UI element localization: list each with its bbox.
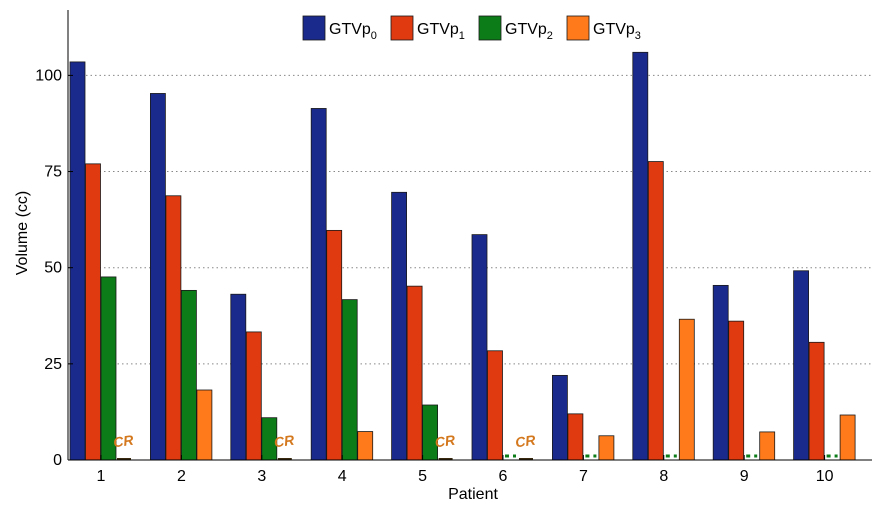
bar-p4-gtvp0: [310, 108, 327, 461]
bar-p5-gtvp0: [391, 191, 408, 461]
bar-p7-gtvp1: [567, 413, 584, 461]
y-tick-label-0: 0: [53, 452, 62, 469]
bar-p10-gtvp3: [839, 414, 856, 461]
cr-base-mark-p1: [117, 458, 131, 460]
bar-p8-gtvp1: [647, 161, 664, 461]
bar-p5-gtvp2: [422, 404, 439, 461]
legend-label-gtvp2: GTVp2: [505, 21, 553, 42]
legend-label-gtvp1: GTVp1: [417, 21, 465, 42]
legend-label-gtvp0: GTVp0: [329, 21, 377, 42]
legend-series-name: GTVp: [417, 21, 459, 38]
bar-p2-gtvp2: [180, 289, 197, 461]
bar-p9-gtvp0: [712, 284, 729, 461]
cr-base-mark-p5: [438, 458, 453, 460]
x-tick-label-8: 8: [659, 468, 668, 485]
legend-series-subscript: 0: [371, 30, 377, 42]
bar-p8-gtvp3: [678, 318, 695, 461]
y-tick-label-75: 75: [44, 164, 62, 181]
labels-layer: 0 25 50 75 100 1 2 3 4 5 6 7 8 9 10 CR CR CR CR: [35, 67, 833, 485]
legend-series-name: GTVp: [593, 21, 635, 38]
legend-series-subscript: 2: [547, 30, 553, 42]
bar-p10-gtvp0: [793, 270, 809, 461]
bar-p1-gtvp0: [69, 61, 86, 461]
bar-p4-gtvp2: [341, 299, 358, 461]
bar-p4-gtvp1: [326, 229, 343, 461]
legend-swatch-gtvp2: [478, 15, 502, 41]
bar-p2-gtvp0: [149, 93, 166, 461]
x-tick-label-5: 5: [418, 468, 427, 485]
cr-annotation-p6: CR: [514, 432, 537, 451]
cr-annotation-p5: CR: [434, 432, 457, 451]
bar-p8-gtvp0: [632, 51, 649, 461]
cr-base-mark-p3: [277, 458, 292, 460]
y-tick-label-50: 50: [44, 260, 62, 277]
y-tick-label-25: 25: [44, 356, 62, 373]
bar-p6-gtvp1: [487, 350, 503, 461]
bar-p4-gtvp3: [357, 431, 374, 461]
x-tick-label-7: 7: [579, 468, 588, 485]
bar-p1-gtvp1: [85, 163, 101, 461]
x-tick-label-6: 6: [499, 468, 508, 485]
x-tick-label-2: 2: [177, 468, 186, 485]
legend-swatch-gtvp0: [302, 15, 326, 41]
legend-series-subscript: 1: [459, 30, 465, 42]
y-axis-title: Volume (cc): [14, 191, 31, 275]
cr-annotation-p3: CR: [273, 432, 296, 451]
x-tick-label-1: 1: [97, 468, 106, 485]
x-tick-label-10: 10: [816, 468, 834, 485]
bar-p2-gtvp1: [165, 195, 182, 461]
bar-p9-gtvp1: [728, 320, 745, 461]
bar-p3-gtvp1: [245, 331, 262, 461]
legend-series-name: GTVp: [505, 21, 547, 38]
bar-p1-gtvp2: [100, 276, 117, 461]
legend: GTVp0 GTVp1 GTVp2 GTVp3: [302, 15, 641, 42]
cr-base-mark-p6: [519, 458, 533, 460]
y-tick-label-100: 100: [35, 67, 62, 84]
cr-annotation-p1: CR: [112, 432, 135, 451]
bar-p9-gtvp3: [759, 431, 776, 461]
bars-layer: [69, 51, 856, 461]
bar-p7-gtvp3: [598, 435, 615, 461]
legend-label-gtvp3: GTVp3: [593, 21, 641, 42]
x-tick-label-9: 9: [740, 468, 749, 485]
bar-p5-gtvp1: [406, 285, 423, 461]
legend-series-subscript: 3: [635, 30, 641, 42]
legend-swatch-gtvp3: [566, 15, 590, 41]
legend-series-name: GTVp: [329, 21, 371, 38]
x-tick-label-3: 3: [257, 468, 266, 485]
x-axis-title: Patient: [448, 486, 498, 502]
bar-p6-gtvp0: [471, 234, 488, 461]
x-tick-label-4: 4: [338, 468, 347, 485]
bar-p2-gtvp3: [196, 389, 213, 461]
legend-swatch-gtvp1: [390, 15, 414, 41]
bar-p10-gtvp1: [808, 341, 825, 461]
axes-layer: [67, 10, 872, 461]
grid-layer: [68, 74, 872, 365]
bar-p3-gtvp0: [230, 293, 247, 461]
bar-p7-gtvp0: [552, 374, 568, 461]
